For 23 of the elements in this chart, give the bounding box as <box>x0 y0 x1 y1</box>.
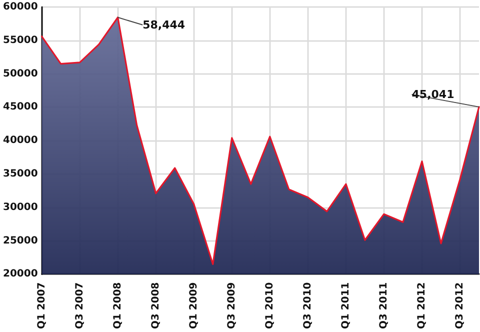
x-tick-label: Q1 2011 <box>340 282 352 330</box>
x-tick-label: Q3 2010 <box>302 282 314 330</box>
x-tick-label: Q3 2012 <box>454 282 466 330</box>
data-label: 58,444 <box>142 18 186 32</box>
x-tick-label: Q3 2011 <box>378 282 390 330</box>
y-tick-label: 60000 <box>2 2 38 12</box>
x-tick-label: Q1 2008 <box>112 282 124 330</box>
x-tick-label: Q1 2010 <box>264 282 276 330</box>
y-tick-label: 25000 <box>2 235 38 246</box>
y-tick-label: 35000 <box>2 168 38 180</box>
y-tick-label: 40000 <box>2 135 38 146</box>
x-tick-label: Q3 2008 <box>150 282 162 330</box>
y-tick-label: 50000 <box>2 68 38 80</box>
x-tick-label: Q3 2009 <box>226 282 238 330</box>
x-tick-label: Q1 2007 <box>36 282 48 330</box>
data-label: 45,041 <box>412 88 454 101</box>
x-tick-label: Q1 2009 <box>188 282 200 330</box>
x-tick-label: Q1 2012 <box>416 282 428 330</box>
y-tick-label: 30000 <box>2 202 38 213</box>
x-tick-label: Q3 2007 <box>74 282 86 330</box>
y-tick-label: 45000 <box>2 102 38 113</box>
y-tick-label: 20000 <box>2 268 38 280</box>
y-tick-label: 55000 <box>2 34 38 46</box>
